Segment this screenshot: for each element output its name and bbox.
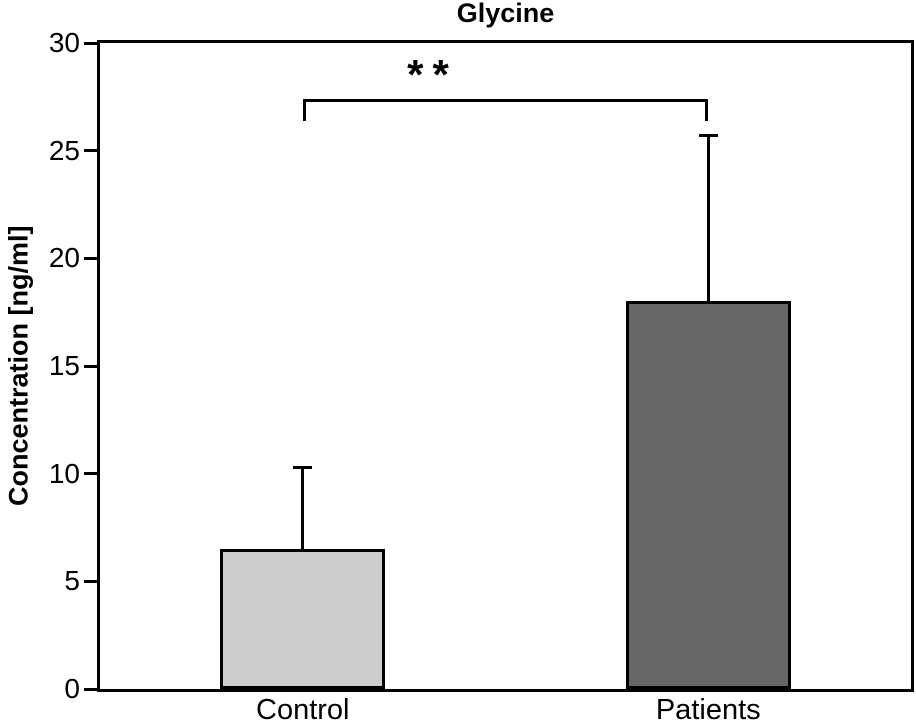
plot-area: ** 0 5 10 15 20 25 30 xyxy=(49,27,914,704)
y-tick-label: 30 xyxy=(48,27,80,58)
y-tick-mark xyxy=(84,687,97,691)
bracket-left-tick xyxy=(302,101,306,121)
bar-control xyxy=(220,549,386,689)
significance-bracket xyxy=(302,98,709,121)
y-tick-label: 25 xyxy=(48,134,80,166)
y-tick-mark xyxy=(84,41,97,45)
y-tick-mark xyxy=(84,256,97,260)
bar-patients xyxy=(625,301,791,689)
y-tick-label: 20 xyxy=(48,242,80,274)
y-tick-mark xyxy=(84,364,97,368)
error-bar-cap xyxy=(293,465,313,469)
y-tick-label: 10 xyxy=(48,457,80,489)
y-tick-label: 5 xyxy=(64,565,80,597)
chart-title: Glycine xyxy=(456,0,555,28)
x-category-label: Control xyxy=(256,694,350,726)
y-tick-mark xyxy=(84,579,97,583)
y-tick-label: 15 xyxy=(48,350,80,381)
error-bar-cap xyxy=(698,134,718,138)
y-tick-mark xyxy=(84,149,97,153)
error-bar-line xyxy=(706,135,710,302)
bracket-right-tick xyxy=(705,101,709,121)
error-bar-line xyxy=(301,467,305,550)
y-tick-mark xyxy=(84,472,97,476)
significance-stars: ** xyxy=(407,50,458,98)
y-tick-label: 0 xyxy=(64,673,80,704)
x-category-label: Patients xyxy=(655,694,761,726)
